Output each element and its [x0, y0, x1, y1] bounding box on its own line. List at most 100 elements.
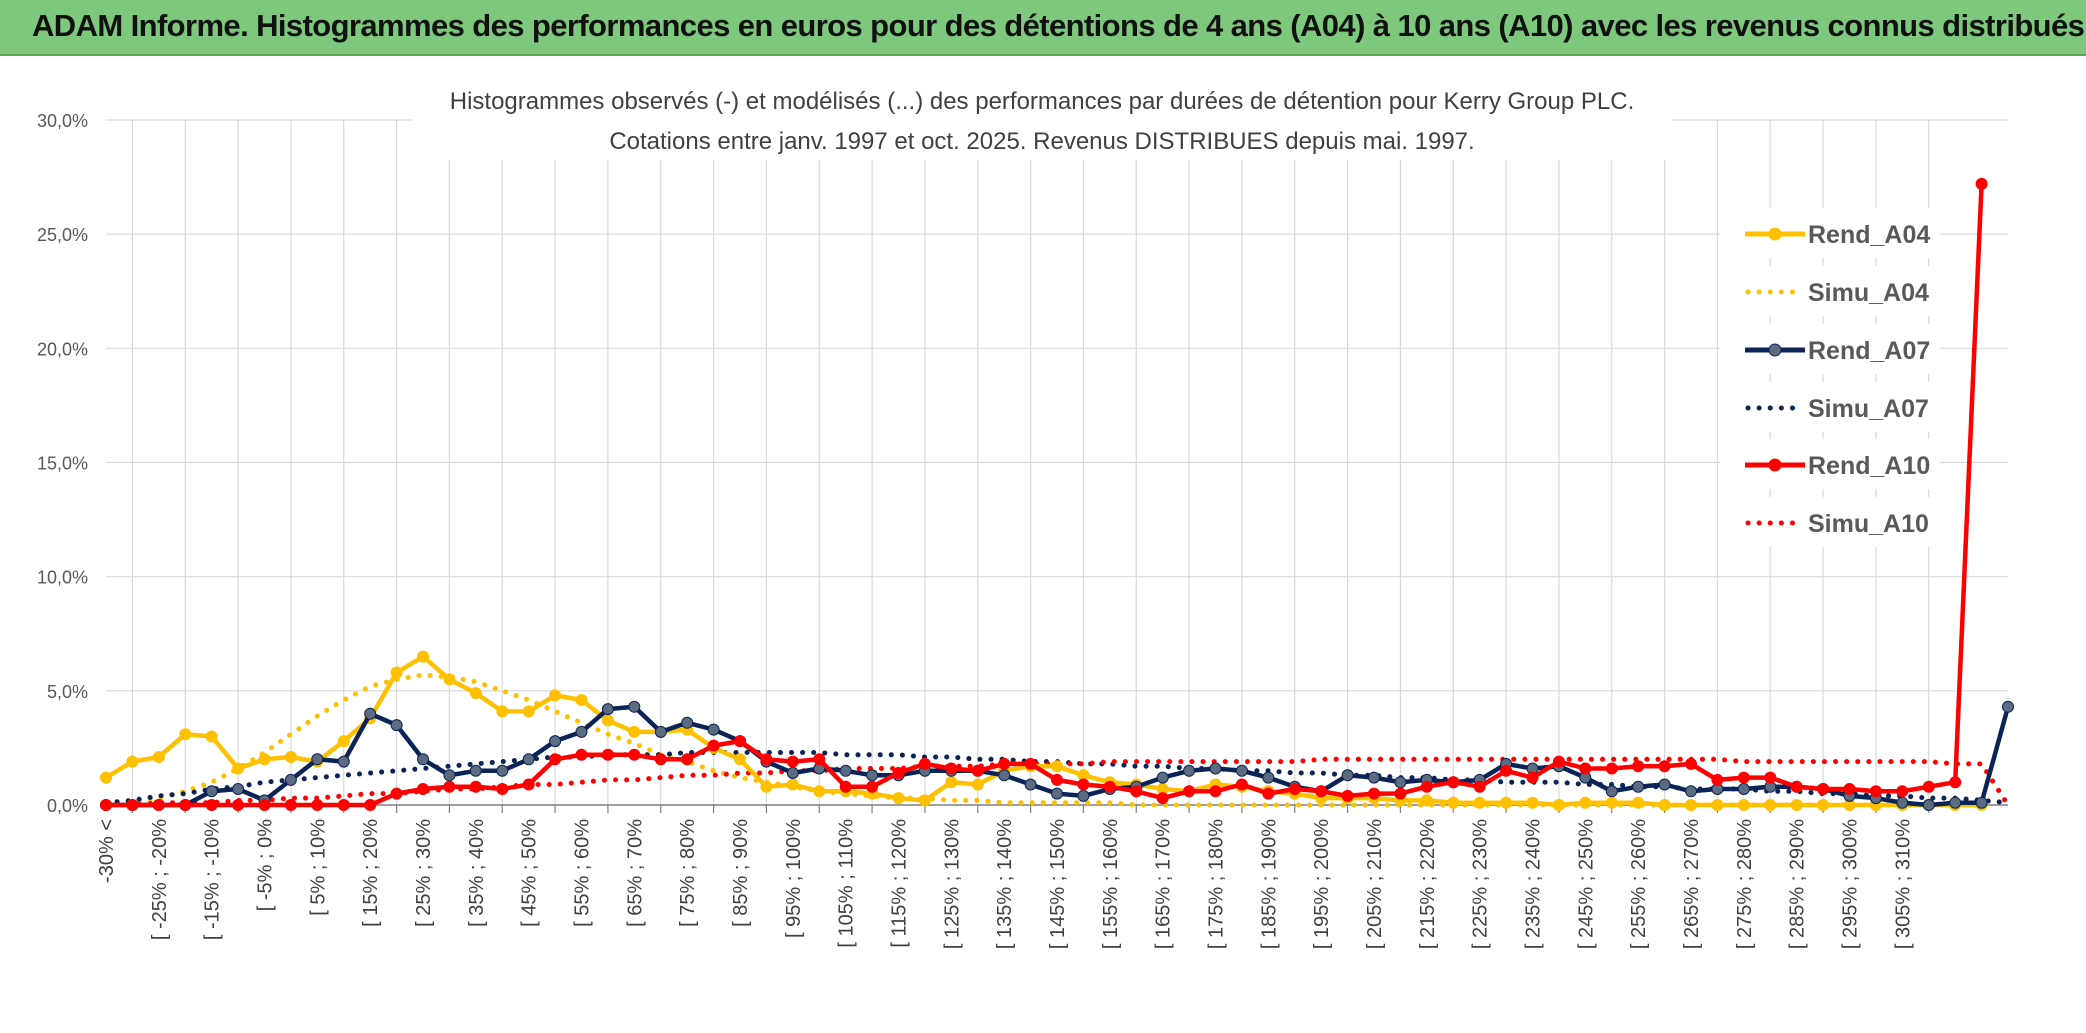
data-point-rend_a10 — [100, 799, 112, 811]
data-point-rend_a04 — [1500, 796, 1513, 809]
data-point-rend_a10 — [1975, 177, 1988, 190]
data-point-rend_a07 — [496, 764, 509, 777]
data-point-rend_a10 — [1235, 778, 1248, 791]
data-point-rend_a04 — [813, 785, 826, 798]
data-point-rend_a04 — [1737, 799, 1750, 811]
data-point-rend_a10 — [601, 748, 614, 761]
y-tick-label: 0,0% — [47, 796, 88, 816]
data-point-rend_a10 — [1288, 783, 1301, 795]
chart-title-block: Histogrammes observés (-) et modélisés (… — [412, 78, 1672, 160]
data-point-rend_a07 — [1235, 764, 1248, 777]
legend-label-simu_a07: Simu_A07 — [1808, 395, 1929, 423]
x-tick-label: [ 75% ; 80% — [677, 819, 699, 927]
data-point-rend_a04 — [971, 778, 984, 791]
data-point-rend_a04 — [390, 666, 403, 679]
x-tick-label: [ 115% ; 120% — [889, 819, 911, 948]
legend-label-rend_a04: Rend_A04 — [1808, 221, 1930, 249]
report-title: ADAM Informe. Histogrammes des performan… — [32, 8, 2085, 43]
data-point-rend_a07 — [469, 764, 482, 777]
legend-backdrop — [1720, 382, 1940, 432]
data-point-rend_a10 — [1262, 787, 1275, 800]
data-point-rend_a07 — [1737, 783, 1750, 795]
data-point-rend_a10 — [654, 753, 667, 766]
data-point-rend_a07 — [2002, 700, 2014, 713]
x-tick-label: -30% < — [96, 819, 118, 883]
data-point-rend_a10 — [1473, 780, 1486, 793]
x-tick-label: [ 185% ; 190% — [1258, 819, 1280, 949]
data-point-rend_a07 — [1368, 771, 1380, 784]
data-point-rend_a04 — [601, 714, 614, 727]
x-tick-label: [ 55% ; 60% — [572, 819, 594, 927]
data-point-rend_a10 — [1869, 785, 1882, 798]
data-point-rend_a04 — [945, 776, 958, 789]
x-tick-label: [ 35% ; 40% — [466, 819, 488, 927]
data-point-rend_a07 — [1262, 771, 1275, 784]
data-point-rend_a04 — [1711, 799, 1724, 811]
data-point-rend_a10 — [945, 762, 958, 775]
data-point-rend_a07 — [654, 725, 667, 738]
legend-backdrop — [1720, 266, 1940, 316]
data-point-rend_a07 — [839, 764, 852, 777]
data-point-rend_a10 — [284, 799, 297, 811]
data-point-rend_a10 — [866, 780, 879, 793]
data-point-rend_a10 — [1103, 780, 1116, 793]
legend: Rend_A04 Simu_A04 Rend_A07 Simu_A07 Rend_A10… — [1720, 208, 1940, 547]
legend-marker-rend_a10 — [1768, 458, 1782, 472]
data-point-rend_a10 — [496, 783, 509, 795]
data-point-rend_a10 — [681, 753, 694, 766]
data-point-rend_a10 — [1632, 760, 1645, 773]
data-point-rend_a04 — [1526, 796, 1539, 809]
x-tick-label: [ 15% ; 20% — [360, 819, 382, 927]
legend-label-rend_a07: Rend_A07 — [1808, 337, 1930, 365]
data-point-rend_a10 — [1315, 785, 1328, 798]
x-tick-label: [ 245% ; 250% — [1575, 819, 1597, 949]
data-point-rend_a04 — [496, 705, 509, 718]
data-point-rend_a10 — [1685, 757, 1697, 770]
x-tick-label: [ 275% ; 280% — [1734, 819, 1756, 949]
data-point-rend_a07 — [522, 753, 535, 766]
x-tick-label: [ 135% ; 140% — [994, 819, 1016, 949]
data-point-rend_a10 — [1447, 776, 1460, 789]
x-tick-label: [ 95% ; 100% — [783, 819, 805, 938]
data-point-rend_a10 — [918, 757, 931, 770]
series-lines — [100, 177, 2014, 811]
data-point-rend_a07 — [681, 716, 694, 729]
data-point-rend_a10 — [152, 799, 165, 811]
data-point-rend_a10 — [390, 787, 403, 800]
x-tick-label: [ 105% ; 110% — [836, 819, 858, 948]
data-point-rend_a04 — [1685, 799, 1697, 811]
data-point-rend_a07 — [575, 725, 588, 738]
data-point-rend_a07 — [1394, 776, 1407, 789]
data-point-rend_a04 — [232, 762, 245, 775]
chart-title: Histogrammes observés (-) et modélisés (… — [450, 88, 1635, 115]
grid — [106, 119, 2008, 806]
x-tick-label: [ 45% ; 50% — [519, 819, 541, 927]
data-point-rend_a07 — [628, 700, 641, 713]
data-point-rend_a07 — [1209, 762, 1222, 775]
data-point-rend_a07 — [1658, 778, 1671, 791]
data-point-rend_a10 — [628, 748, 641, 761]
x-tick-label: [ 175% ; 180% — [1206, 819, 1228, 949]
data-point-rend_a04 — [1605, 796, 1618, 809]
data-point-rend_a10 — [179, 799, 192, 811]
data-point-rend_a07 — [866, 769, 879, 782]
data-point-rend_a10 — [1658, 760, 1671, 773]
data-point-rend_a10 — [786, 755, 799, 768]
legend-label-rend_a10: Rend_A10 — [1808, 452, 1930, 480]
data-point-rend_a10 — [1552, 755, 1565, 768]
data-point-rend_a07 — [390, 719, 403, 732]
legend-label-simu_a10: Simu_A10 — [1808, 510, 1929, 538]
data-point-rend_a10 — [1183, 785, 1196, 798]
data-point-rend_a04 — [1447, 796, 1460, 809]
data-point-rend_a10 — [1711, 773, 1724, 786]
data-point-rend_a04 — [152, 751, 165, 763]
data-point-rend_a10 — [1843, 783, 1856, 795]
data-point-rend_a10 — [1130, 785, 1143, 798]
x-tick-label: [ 65% ; 70% — [624, 819, 646, 927]
series-line-simu_a04 — [103, 672, 1985, 808]
data-point-rend_a10 — [734, 735, 746, 748]
data-point-rend_a07 — [1896, 796, 1909, 809]
data-point-rend_a04 — [443, 673, 456, 686]
x-tick-label: [ 205% ; 210% — [1364, 819, 1386, 949]
axes: 0,0% 5,0% 10,0% 15,0% 20,0% 25,0% 30,0% -30% < [… — [37, 111, 2008, 949]
